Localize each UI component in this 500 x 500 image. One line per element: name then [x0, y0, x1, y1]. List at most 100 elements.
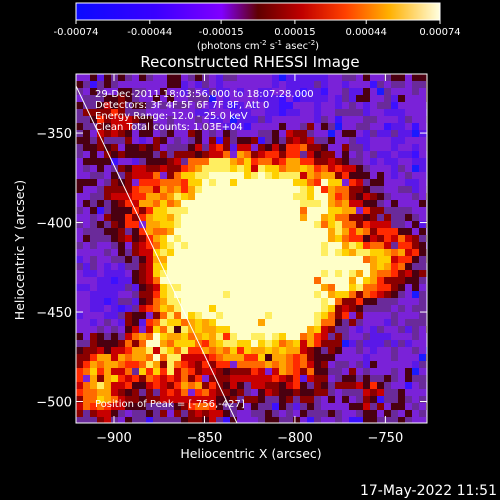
heatmap-cell: [265, 340, 273, 348]
heatmap-cell: [419, 158, 427, 166]
heatmap-cell: [307, 179, 315, 187]
heatmap-cell: [356, 284, 364, 292]
heatmap-cell: [391, 151, 399, 159]
heatmap-cell: [286, 200, 294, 208]
heatmap-cell: [202, 403, 210, 411]
heatmap-cell: [202, 368, 210, 376]
heatmap-cell: [167, 368, 175, 376]
heatmap-cell: [195, 228, 203, 236]
heatmap-cell: [265, 81, 273, 89]
heatmap-cell: [153, 137, 161, 145]
heatmap-cell: [342, 95, 350, 103]
y-tick-label: −500: [36, 396, 72, 411]
heatmap-cell: [419, 263, 427, 271]
heatmap-cell: [265, 249, 273, 257]
heatmap-cell: [111, 340, 119, 348]
heatmap-cell: [139, 74, 147, 82]
heatmap-cell: [90, 200, 98, 208]
heatmap-cell: [230, 333, 238, 341]
heatmap-cell: [216, 151, 224, 159]
heatmap-cell: [405, 193, 413, 201]
heatmap-cell: [286, 81, 294, 89]
heatmap-cell: [209, 207, 217, 215]
heatmap-cell: [370, 326, 378, 334]
heatmap-cell: [356, 102, 364, 110]
heatmap-cell: [76, 291, 84, 299]
heatmap-cell: [97, 221, 105, 229]
heatmap-cell: [370, 347, 378, 355]
heatmap-cell: [363, 200, 371, 208]
heatmap-cell: [405, 333, 413, 341]
heatmap-cell: [384, 151, 392, 159]
heatmap-cell: [97, 403, 105, 411]
heatmap-cell: [76, 305, 84, 313]
heatmap-cell: [258, 277, 266, 285]
heatmap-cell: [384, 137, 392, 145]
heatmap-cell: [384, 123, 392, 131]
heatmap-cell: [272, 158, 280, 166]
heatmap-cell: [384, 361, 392, 369]
heatmap-cell: [328, 242, 336, 250]
heatmap-cell: [202, 200, 210, 208]
heatmap-cell: [370, 123, 378, 131]
heatmap-cell: [195, 305, 203, 313]
heatmap-cell: [286, 95, 294, 103]
heatmap-cell: [377, 298, 385, 306]
heatmap-cell: [230, 263, 238, 271]
heatmap-cell: [125, 368, 133, 376]
heatmap-cell: [111, 193, 119, 201]
heatmap-cell: [335, 137, 343, 145]
heatmap-cell: [384, 382, 392, 390]
heatmap-cell: [251, 340, 259, 348]
heatmap-cell: [104, 165, 112, 173]
heatmap-cell: [293, 179, 301, 187]
heatmap-cell: [237, 151, 245, 159]
heatmap-cell: [132, 368, 140, 376]
heatmap-cell: [125, 256, 133, 264]
heatmap-cell: [209, 256, 217, 264]
heatmap-cell: [223, 151, 231, 159]
heatmap-cell: [160, 354, 168, 362]
heatmap-cell: [272, 242, 280, 250]
heatmap-cell: [216, 95, 224, 103]
heatmap-cell: [125, 312, 133, 320]
heatmap-cell: [391, 305, 399, 313]
heatmap-cell: [398, 151, 406, 159]
heatmap-cell: [363, 249, 371, 257]
heatmap-cell: [209, 242, 217, 250]
heatmap-cell: [293, 382, 301, 390]
heatmap-cell: [321, 375, 329, 383]
heatmap-cell: [349, 151, 357, 159]
heatmap-cell: [342, 361, 350, 369]
heatmap-cell: [265, 165, 273, 173]
heatmap-cell: [104, 361, 112, 369]
heatmap-cell: [146, 256, 154, 264]
heatmap-cell: [153, 165, 161, 173]
heatmap-cell: [391, 116, 399, 124]
heatmap-cell: [132, 382, 140, 390]
heatmap-cell: [286, 375, 294, 383]
heatmap-cell: [181, 179, 189, 187]
heatmap-cell: [111, 375, 119, 383]
heatmap-cell: [202, 109, 210, 117]
heatmap-cell: [195, 312, 203, 320]
heatmap-cell: [209, 116, 217, 124]
heatmap-cell: [328, 221, 336, 229]
heatmap-cell: [181, 270, 189, 278]
heatmap-cell: [335, 277, 343, 285]
heatmap-cell: [76, 165, 84, 173]
heatmap-cell: [132, 305, 140, 313]
heatmap-cell: [160, 242, 168, 250]
heatmap-cell: [251, 375, 259, 383]
heatmap-cell: [237, 228, 245, 236]
heatmap-cell: [412, 179, 420, 187]
heatmap-cell: [419, 151, 427, 159]
heatmap-cell: [132, 116, 140, 124]
heatmap-cell: [160, 116, 168, 124]
heatmap-cell: [118, 333, 126, 341]
heatmap-cell: [328, 88, 336, 96]
heatmap-cell: [146, 291, 154, 299]
heatmap-cell: [125, 130, 133, 138]
heatmap-cell: [244, 396, 252, 404]
heatmap-cell: [139, 200, 147, 208]
